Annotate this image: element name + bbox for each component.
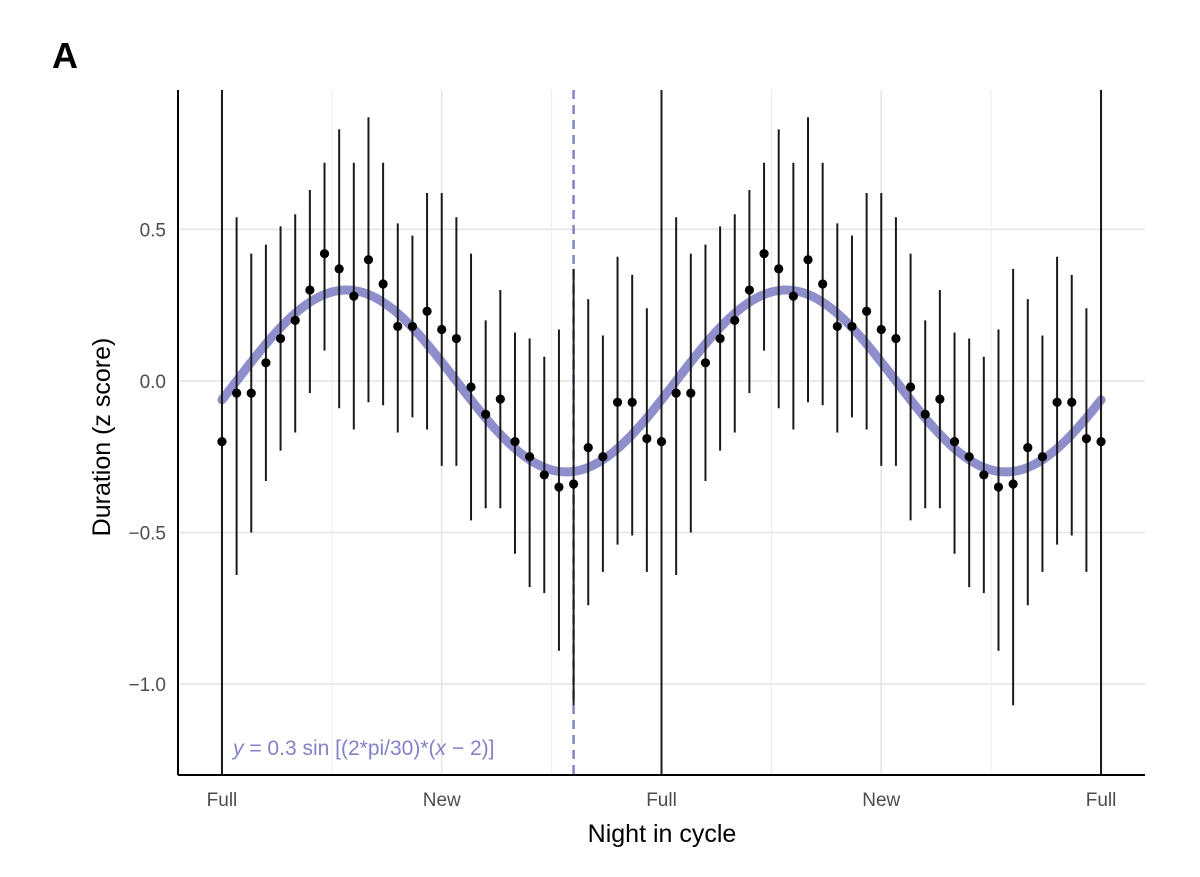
data-point <box>876 324 886 335</box>
data-point <box>700 358 711 368</box>
data-point <box>246 388 256 398</box>
data-point <box>642 433 652 444</box>
error-bars <box>220 90 1103 775</box>
data-point <box>363 255 374 265</box>
data-point <box>232 388 242 398</box>
data-point <box>759 249 769 259</box>
data-point <box>891 333 901 344</box>
data-point <box>349 291 359 301</box>
data-point <box>1067 397 1077 407</box>
data-point <box>979 470 989 480</box>
data-point <box>862 306 872 316</box>
data-point <box>525 452 535 462</box>
y-tick-label: −0.5 <box>128 524 166 545</box>
axes <box>177 90 1145 776</box>
data-point <box>803 255 813 265</box>
y-axis-title: Duration (z score) <box>88 338 116 537</box>
data-point <box>686 388 696 398</box>
data-point <box>495 394 505 404</box>
x-axis-title: Night in cycle <box>588 820 737 848</box>
data-point <box>1008 479 1018 489</box>
data-point <box>334 264 344 274</box>
tick-labels: Full New Full New Full 0.5 0.0 −0.5 −1.0 <box>128 220 1116 811</box>
fit-equation-label: y = 0.3 sin [(2*pi/30)*(x − 2)] <box>231 737 494 760</box>
data-point <box>1037 452 1048 462</box>
data-point <box>510 436 520 447</box>
data-point <box>466 382 476 392</box>
data-point <box>788 291 798 301</box>
data-point <box>935 394 945 404</box>
data-point <box>275 333 286 344</box>
data-point <box>612 397 623 407</box>
x-tick-label: Full <box>1086 790 1117 811</box>
data-point <box>319 249 330 259</box>
x-tick-label: New <box>423 790 461 811</box>
data-point <box>598 452 608 462</box>
data-point <box>832 321 842 332</box>
y-tick-label: 0.0 <box>140 372 166 393</box>
x-tick-label: New <box>862 790 900 811</box>
data-point <box>539 470 549 480</box>
y-tick-label: −1.0 <box>128 675 166 696</box>
data-point <box>715 333 725 344</box>
x-tick-label: Full <box>646 790 677 811</box>
panel-label: A <box>52 35 78 76</box>
data-point <box>583 443 593 453</box>
data-point <box>949 436 960 447</box>
data-points <box>217 249 1106 492</box>
data-point <box>993 482 1004 492</box>
data-point <box>437 324 447 335</box>
data-point <box>905 382 916 392</box>
data-point <box>744 285 755 295</box>
data-point <box>1081 433 1091 444</box>
data-point <box>847 321 857 332</box>
data-point <box>378 279 388 289</box>
data-point <box>656 436 667 447</box>
data-point <box>305 285 315 295</box>
data-point <box>481 409 491 419</box>
data-point <box>730 315 740 325</box>
data-point <box>671 388 681 398</box>
data-point <box>451 333 461 344</box>
data-point <box>1052 397 1062 407</box>
data-point <box>920 409 930 419</box>
x-tick-label: Full <box>207 790 238 811</box>
data-point <box>554 482 564 492</box>
data-point <box>407 321 418 332</box>
data-point <box>627 397 637 407</box>
data-point <box>393 321 403 332</box>
data-point <box>964 452 974 462</box>
data-point <box>774 264 784 274</box>
data-point <box>290 315 300 325</box>
data-point <box>818 279 828 289</box>
data-point <box>261 358 271 368</box>
data-point <box>1096 436 1106 447</box>
data-point <box>217 436 227 447</box>
y-tick-label: 0.5 <box>140 220 166 241</box>
data-point <box>1023 443 1033 453</box>
data-point <box>422 306 432 316</box>
data-point <box>568 479 579 489</box>
